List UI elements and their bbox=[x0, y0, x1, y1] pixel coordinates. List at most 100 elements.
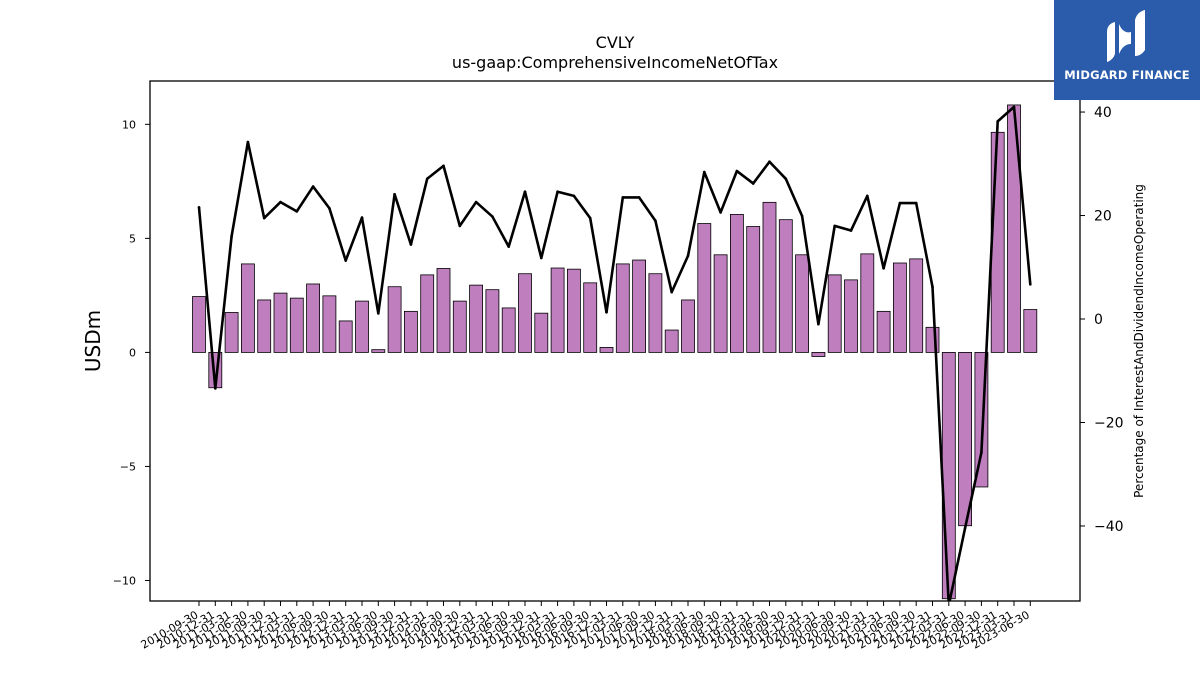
bar-2017-09-30 bbox=[648, 273, 663, 353]
line-point-2018-06-30 bbox=[703, 170, 706, 174]
bar-series bbox=[192, 104, 1038, 600]
bar-2020-09-30 bbox=[844, 279, 858, 353]
line-point-2010-12-31 bbox=[214, 387, 217, 390]
line-point-2014-09-30 bbox=[458, 224, 462, 228]
bar-2017-06-30 bbox=[632, 259, 646, 353]
line-point-2022-12-31 bbox=[996, 120, 999, 123]
line-point-2019-12-31 bbox=[800, 214, 804, 218]
line-point-2017-06-30 bbox=[637, 196, 641, 199]
bar-2011-03-31 bbox=[224, 312, 239, 353]
y-tick-label-right: 0 bbox=[1094, 312, 1103, 328]
y-tick-label-right: 40 bbox=[1094, 105, 1112, 121]
bar-2011-09-30 bbox=[257, 299, 272, 353]
line-point-2014-12-31 bbox=[474, 200, 478, 204]
line-point-2012-03-31 bbox=[295, 210, 299, 213]
bar-2022-06-30 bbox=[958, 351, 972, 527]
line-point-2019-03-31 bbox=[751, 182, 755, 185]
line-point-2017-09-30 bbox=[654, 219, 657, 222]
line-point-2012-12-31 bbox=[344, 259, 348, 262]
percentage-line bbox=[197, 105, 1032, 601]
bar-2014-09-30 bbox=[452, 300, 467, 353]
line-point-2021-09-30 bbox=[914, 201, 918, 205]
x-axis: 2010-09-302010-12-312011-03-312011-06-30… bbox=[139, 601, 1032, 652]
bar-2013-12-31 bbox=[403, 310, 418, 353]
line-point-2020-09-30 bbox=[849, 229, 853, 232]
line-point-2023-03-31 bbox=[1012, 105, 1016, 109]
bar-2020-06-30 bbox=[827, 274, 842, 353]
logo-text: MIDGARD FINANCE bbox=[1064, 68, 1190, 82]
line-point-2011-09-30 bbox=[262, 216, 266, 220]
bar-2010-09-30 bbox=[192, 296, 206, 353]
line-point-2013-06-30 bbox=[377, 312, 380, 315]
y-tick-label: 5 bbox=[129, 232, 136, 245]
logo-mark-icon bbox=[1107, 10, 1145, 62]
line-point-2014-06-30 bbox=[442, 164, 445, 168]
line-point-2016-06-30 bbox=[572, 194, 576, 198]
line-point-2012-09-30 bbox=[328, 206, 331, 210]
bar-2022-12-31 bbox=[990, 131, 1005, 353]
bar-2019-12-31 bbox=[795, 254, 809, 353]
line-point-2013-12-31 bbox=[409, 243, 413, 246]
line-point-2018-12-31 bbox=[735, 169, 739, 173]
line-point-2012-06-30 bbox=[311, 185, 315, 188]
bar-2021-03-31 bbox=[876, 310, 891, 353]
line-point-2020-03-31 bbox=[817, 322, 820, 326]
line-point-2014-03-31 bbox=[425, 177, 429, 181]
bar-2020-03-31 bbox=[811, 351, 826, 357]
bar-2022-03-31 bbox=[941, 351, 956, 600]
logo: MIDGARD FINANCE bbox=[1054, 0, 1200, 100]
bar-2011-12-31 bbox=[273, 292, 288, 353]
bar-2015-12-31 bbox=[534, 312, 549, 353]
y-tick-label: 0 bbox=[129, 346, 136, 359]
line-point-2020-12-31 bbox=[866, 194, 869, 198]
y-tick-label-right: −20 bbox=[1094, 415, 1124, 431]
bar-2019-03-31 bbox=[746, 226, 761, 353]
bar-2023-03-31 bbox=[1007, 104, 1021, 353]
bar-2015-09-30 bbox=[518, 273, 532, 353]
bar-2016-06-30 bbox=[567, 268, 581, 353]
line-point-2021-06-30 bbox=[898, 201, 902, 205]
bar-2011-06-30 bbox=[240, 263, 255, 353]
y-axis-right: −40 −20 0 20 40 bbox=[1080, 105, 1124, 535]
bar-2018-12-31 bbox=[730, 214, 744, 353]
bar-2021-12-31 bbox=[925, 326, 940, 353]
bar-2015-03-31 bbox=[485, 289, 500, 353]
line-point-2018-09-30 bbox=[719, 211, 722, 214]
line-series bbox=[197, 105, 1032, 601]
bar-2021-06-30 bbox=[893, 262, 907, 353]
bar-2018-06-30 bbox=[697, 223, 712, 353]
y-tick-label-right: −40 bbox=[1094, 519, 1124, 535]
bar-2020-12-31 bbox=[860, 253, 875, 353]
line-point-2019-06-30 bbox=[768, 160, 771, 164]
line-point-2019-09-30 bbox=[784, 177, 788, 181]
y-tick-label-right: 20 bbox=[1094, 209, 1112, 225]
y-axis-label-right: Percentage of InterestAndDividendIncomeO… bbox=[1132, 184, 1146, 498]
plot-frame bbox=[149, 80, 1081, 602]
bar-2016-03-31 bbox=[550, 267, 565, 353]
y-axis-left: −10 −5 0 5 10 bbox=[113, 118, 150, 587]
line-point-2022-09-30 bbox=[980, 451, 983, 454]
bar-2019-06-30 bbox=[762, 201, 777, 353]
line-point-2016-03-31 bbox=[556, 190, 559, 194]
line-point-2015-09-30 bbox=[523, 190, 527, 194]
line-point-2021-12-31 bbox=[931, 285, 934, 289]
bar-2018-09-30 bbox=[713, 254, 728, 353]
bar-2019-09-30 bbox=[778, 219, 793, 353]
bar-2013-03-31 bbox=[355, 300, 369, 353]
line-point-2022-06-30 bbox=[963, 526, 967, 530]
line-point-2017-12-31 bbox=[670, 290, 673, 294]
line-point-2011-06-30 bbox=[246, 140, 250, 144]
line-point-2011-12-31 bbox=[279, 200, 282, 204]
bar-2012-09-30 bbox=[322, 295, 337, 353]
line-point-2011-03-31 bbox=[230, 234, 233, 238]
y-tick-label: −10 bbox=[113, 574, 136, 587]
line-point-2023-06-30 bbox=[1029, 283, 1032, 286]
bar-2014-03-31 bbox=[420, 274, 435, 353]
chart-subtitle: us-gaap:ComprehensiveIncomeNetOfTax bbox=[452, 53, 778, 72]
bar-2023-06-30 bbox=[1023, 309, 1038, 353]
y-axis-label: USDm bbox=[81, 310, 105, 372]
bar-2021-09-30 bbox=[909, 258, 924, 353]
y-tick-label: −5 bbox=[120, 460, 136, 473]
bar-2015-06-30 bbox=[501, 307, 516, 353]
